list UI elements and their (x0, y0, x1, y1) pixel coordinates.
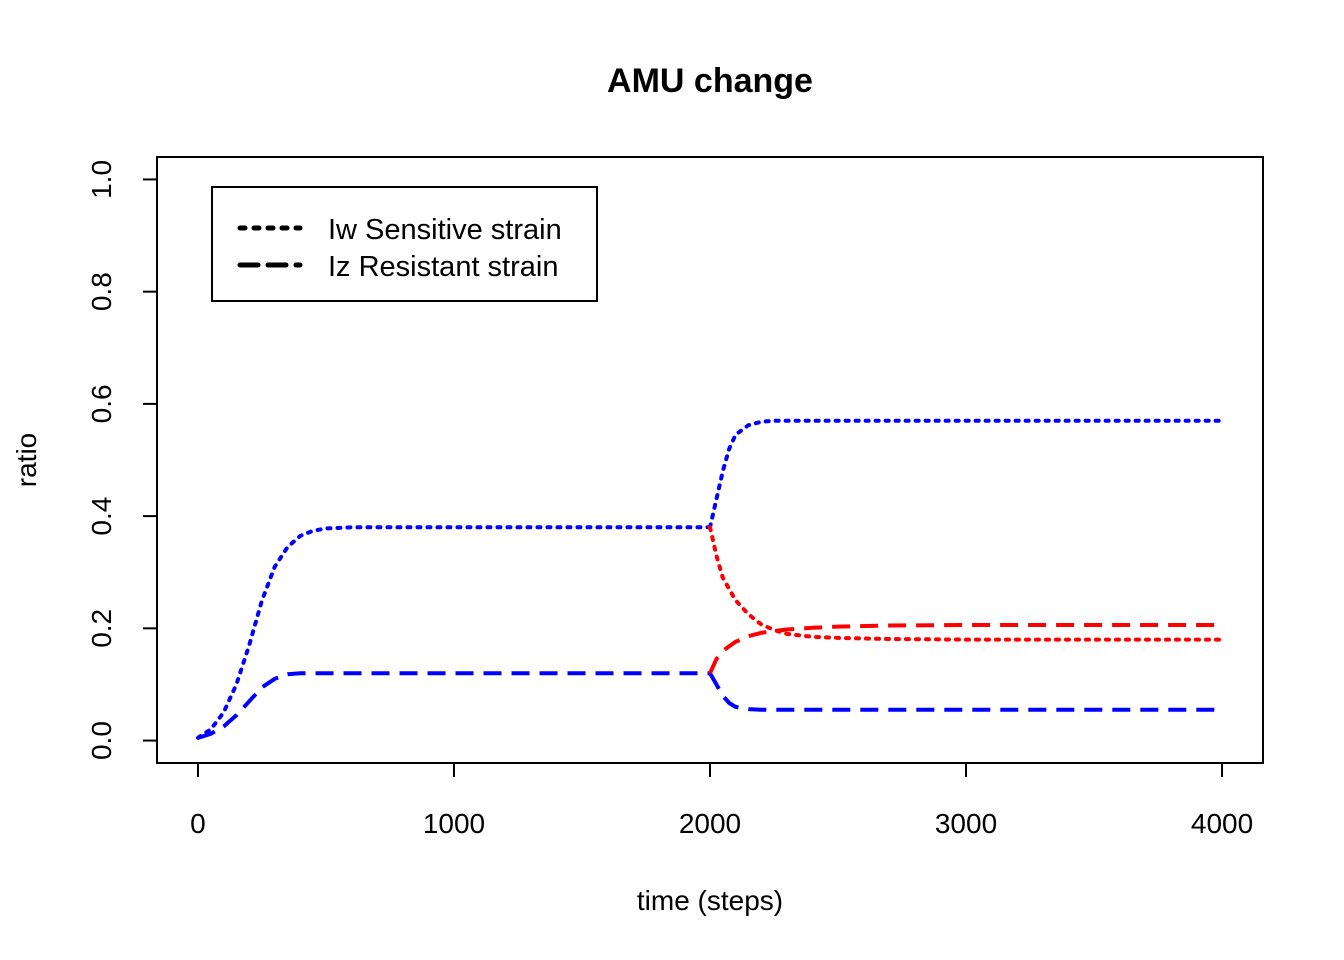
y-axis: 0.0 0.2 0.4 0.6 0.8 1.0 (86, 160, 158, 760)
x-tick-label: 4000 (1191, 808, 1253, 839)
x-tick-label: 3000 (935, 808, 997, 839)
legend: Iw Sensitive strain Iz Resistant strain (211, 186, 598, 302)
series-layer (196, 418, 1224, 740)
series-line-1-dashed (197, 671, 710, 740)
x-axis-label: time (steps) (637, 885, 783, 916)
y-tick-label: 0.6 (86, 384, 117, 423)
y-tick-label: 0.0 (86, 721, 117, 760)
legend-label-resistant: Iz Resistant strain (328, 251, 558, 283)
y-tick-label: 0.2 (86, 609, 117, 648)
chart-title: AMU change (607, 62, 813, 100)
y-axis-label: ratio (11, 433, 42, 487)
y-tick-label: 0.8 (86, 272, 117, 311)
series-line-3-dashed (708, 672, 1222, 712)
x-axis: 0 1000 2000 3000 4000 (190, 762, 1253, 839)
x-tick-label: 0 (190, 808, 206, 839)
y-tick-label: 0.4 (86, 497, 117, 536)
series-line-5-dashed (708, 623, 1222, 675)
series-line-2-dotted (708, 418, 1224, 530)
y-tick-label: 1.0 (86, 160, 117, 199)
series-line-0-dotted (196, 525, 712, 740)
legend-box (211, 186, 598, 302)
legend-label-sensitive: Iw Sensitive strain (328, 214, 562, 246)
x-tick-label: 1000 (423, 808, 485, 839)
x-tick-label: 2000 (679, 808, 741, 839)
